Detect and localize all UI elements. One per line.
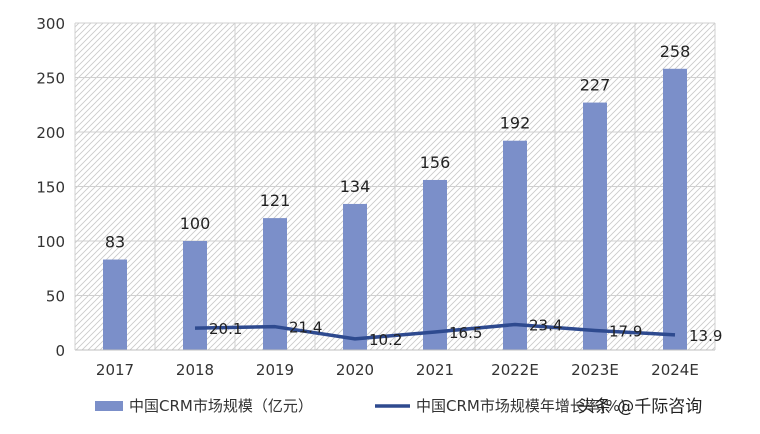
x-tick-label: 2019: [256, 361, 294, 379]
bar-value-label: 156: [420, 153, 451, 172]
x-tick-label: 2023E: [571, 361, 619, 379]
bar-value-label: 227: [580, 76, 611, 95]
bar-value-label: 100: [180, 214, 211, 233]
legend-label-line: 中国CRM市场规模年增长率(%): [416, 397, 626, 415]
y-tick-label: 50: [46, 288, 65, 306]
line-series: [194, 322, 676, 341]
axes: 0 50 100 150 200 250 300 2017 2018 2019 2020 2021 20…: [36, 15, 715, 379]
bar-series: [103, 68, 687, 350]
y-tick-label: 250: [36, 70, 65, 88]
y-tick-label: 150: [36, 179, 65, 197]
line-value-label: 17.9: [609, 322, 642, 340]
line-value-label: 13.9: [689, 327, 722, 345]
x-tick-label: 2021: [416, 361, 454, 379]
bar-value-label: 121: [260, 191, 291, 210]
bar: [343, 203, 367, 350]
line-value-label: 16.5: [449, 324, 482, 342]
bar: [663, 68, 687, 350]
line-value-label: 23.4: [529, 316, 562, 334]
y-tick-label: 200: [36, 124, 65, 142]
line-value-label: 20.1: [209, 320, 242, 338]
growth-rate-line: [194, 322, 676, 341]
legend-label-bar: 中国CRM市场规模（亿元）: [129, 397, 313, 415]
gridlines: [74, 22, 716, 351]
bar: [583, 102, 607, 350]
legend-swatch-bar: [95, 401, 123, 411]
x-tick-label: 2017: [96, 361, 134, 379]
bar: [423, 179, 447, 350]
line-value-label: 21.4: [289, 319, 322, 337]
y-tick-label: 300: [36, 15, 65, 33]
x-tick-label: 2024E: [651, 361, 699, 379]
bar: [183, 241, 207, 350]
bar: [103, 259, 127, 350]
bar-value-label: 83: [105, 233, 125, 252]
x-tick-label: 2018: [176, 361, 214, 379]
x-tick-label: 2022E: [491, 361, 539, 379]
line-value-label: 10.2: [369, 331, 402, 349]
legend: 中国CRM市场规模（亿元） 中国CRM市场规模年增长率(%): [95, 397, 626, 415]
y-tick-label: 100: [36, 233, 65, 251]
bar-value-label: 192: [500, 114, 531, 133]
bar: [503, 140, 527, 350]
data-labels: 83 100 121 134 156 192 227 258 20.1 21.4 10.2 16.5 2…: [105, 42, 723, 349]
x-tick-label: 2020: [336, 361, 374, 379]
bar-value-label: 258: [660, 42, 691, 61]
y-tick-label: 0: [55, 342, 65, 360]
watermark-text: 头条 @千际咨询: [578, 397, 702, 417]
bar-value-label: 134: [340, 177, 371, 196]
bar: [263, 218, 287, 350]
